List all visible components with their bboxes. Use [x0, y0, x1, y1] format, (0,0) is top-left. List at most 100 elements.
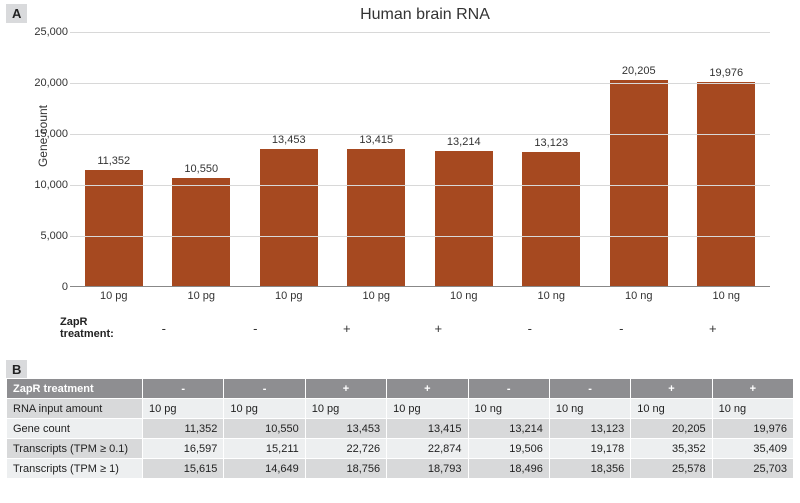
table-row-header: Gene count [7, 419, 143, 439]
table-cell: 10 ng [712, 399, 793, 419]
table-cell: 16,597 [143, 439, 224, 459]
table-row: Transcripts (TPM ≥ 0.1)16,59715,21122,72… [7, 439, 794, 459]
table-cell: 35,409 [712, 439, 793, 459]
table-cell: 35,352 [631, 439, 712, 459]
chart-title: Human brain RNA [60, 4, 790, 24]
table-cell: 22,726 [305, 439, 386, 459]
x-tick-label: 10 ng [508, 290, 596, 302]
table-cell: 13,214 [468, 419, 549, 439]
table-row-header: RNA input amount [7, 399, 143, 419]
chart-bar: 20,205 [610, 80, 668, 286]
table-row: ZapR treatment--++--++ [7, 379, 794, 399]
chart-bar: 13,214 [435, 151, 493, 286]
y-tick-label: 0 [22, 281, 68, 293]
table-cell: 10 ng [631, 399, 712, 419]
chart-bar: 13,453 [260, 149, 318, 286]
data-table: ZapR treatment--++--++RNA input amount10… [6, 378, 794, 479]
table-row-header: Transcripts (TPM ≥ 0.1) [7, 439, 143, 459]
table-cell: 10 ng [549, 399, 630, 419]
table-cell: 25,578 [631, 459, 712, 479]
y-tick-label: 5,000 [22, 230, 68, 242]
chart-bar: 10,550 [172, 178, 230, 286]
bar-value-label: 13,415 [359, 134, 393, 149]
table-cell: + [712, 379, 793, 399]
table-cell: 15,615 [143, 459, 224, 479]
chart-area: Human brain RNA Gene count 11,35210,5501… [60, 4, 790, 334]
bar-slot: 13,453 [245, 32, 333, 286]
bar-value-label: 19,976 [709, 67, 743, 82]
bar-slot: 10,550 [158, 32, 246, 286]
bar-slot: 19,976 [683, 32, 771, 286]
table-cell: 10 pg [224, 399, 305, 419]
chart-bar: 11,352 [85, 170, 143, 286]
table-cell: 18,793 [387, 459, 468, 479]
x-ticks: 10 pg10 pg10 pg10 pg10 ng10 ng10 ng10 ng [70, 290, 770, 302]
gridline [70, 83, 770, 84]
x-tick-label: 10 ng [595, 290, 683, 302]
table-cell: 25,703 [712, 459, 793, 479]
table-cell: 15,211 [224, 439, 305, 459]
zapr-value: + [759, 321, 800, 336]
table-cell: 18,496 [468, 459, 549, 479]
table-cell: 20,205 [631, 419, 712, 439]
y-tick-label: 10,000 [22, 179, 68, 191]
table-cell: 10 ng [468, 399, 549, 419]
gridline [70, 236, 770, 237]
zapr-value: - [118, 321, 210, 336]
bar-value-label: 13,453 [272, 134, 306, 149]
table-cell: - [224, 379, 305, 399]
x-tick-label: 10 pg [245, 290, 333, 302]
table-cell: 11,352 [143, 419, 224, 439]
table-row: Transcripts (TPM ≥ 1)15,61514,64918,7561… [7, 459, 794, 479]
chart-bar: 13,123 [522, 152, 580, 286]
x-tick-label: 10 pg [158, 290, 246, 302]
table-row-header: Transcripts (TPM ≥ 1) [7, 459, 143, 479]
bar-slot: 11,352 [70, 32, 158, 286]
panel-a-label: A [6, 4, 27, 23]
zapr-value: - [576, 321, 668, 336]
zapr-row-label: ZapR treatment: [60, 316, 118, 340]
table-row: RNA input amount10 pg10 pg10 pg10 pg10 n… [7, 399, 794, 419]
bar-value-label: 11,352 [97, 155, 130, 170]
bar-value-label: 13,214 [447, 136, 481, 151]
table-cell: 13,123 [549, 419, 630, 439]
zapr-value: - [210, 321, 302, 336]
table-cell: + [631, 379, 712, 399]
zapr-row: ZapR treatment: --++--++ [60, 316, 800, 340]
zapr-value: + [667, 321, 759, 336]
bar-slot: 13,415 [333, 32, 421, 286]
table-cell: 10 pg [305, 399, 386, 419]
chart-bar: 13,415 [347, 149, 405, 286]
table-cell: 18,756 [305, 459, 386, 479]
zapr-value: + [301, 321, 393, 336]
y-tick-label: 15,000 [22, 128, 68, 140]
zapr-value: + [393, 321, 485, 336]
table-cell: 13,453 [305, 419, 386, 439]
bar-slot: 13,123 [508, 32, 596, 286]
table-cell: 13,415 [387, 419, 468, 439]
table-cell: 18,356 [549, 459, 630, 479]
table-cell: - [468, 379, 549, 399]
table-cell: 10 pg [387, 399, 468, 419]
zapr-value: - [484, 321, 576, 336]
bar-value-label: 20,205 [622, 65, 656, 80]
x-tick-label: 10 ng [420, 290, 508, 302]
table-cell: + [305, 379, 386, 399]
table-cell: 22,874 [387, 439, 468, 459]
x-tick-label: 10 pg [333, 290, 421, 302]
bar-slot: 20,205 [595, 32, 683, 286]
table-cell: + [387, 379, 468, 399]
table-cell: - [143, 379, 224, 399]
x-tick-label: 10 pg [70, 290, 158, 302]
gridline [70, 134, 770, 135]
bar-slot: 13,214 [420, 32, 508, 286]
table-row: Gene count11,35210,55013,45313,41513,214… [7, 419, 794, 439]
x-tick-label: 10 ng [683, 290, 771, 302]
y-tick-label: 25,000 [22, 26, 68, 38]
y-tick-label: 20,000 [22, 77, 68, 89]
gridline [70, 32, 770, 33]
table-cell: - [549, 379, 630, 399]
table-row-header: ZapR treatment [7, 379, 143, 399]
table-cell: 19,976 [712, 419, 793, 439]
panel-b-label: B [6, 360, 27, 379]
